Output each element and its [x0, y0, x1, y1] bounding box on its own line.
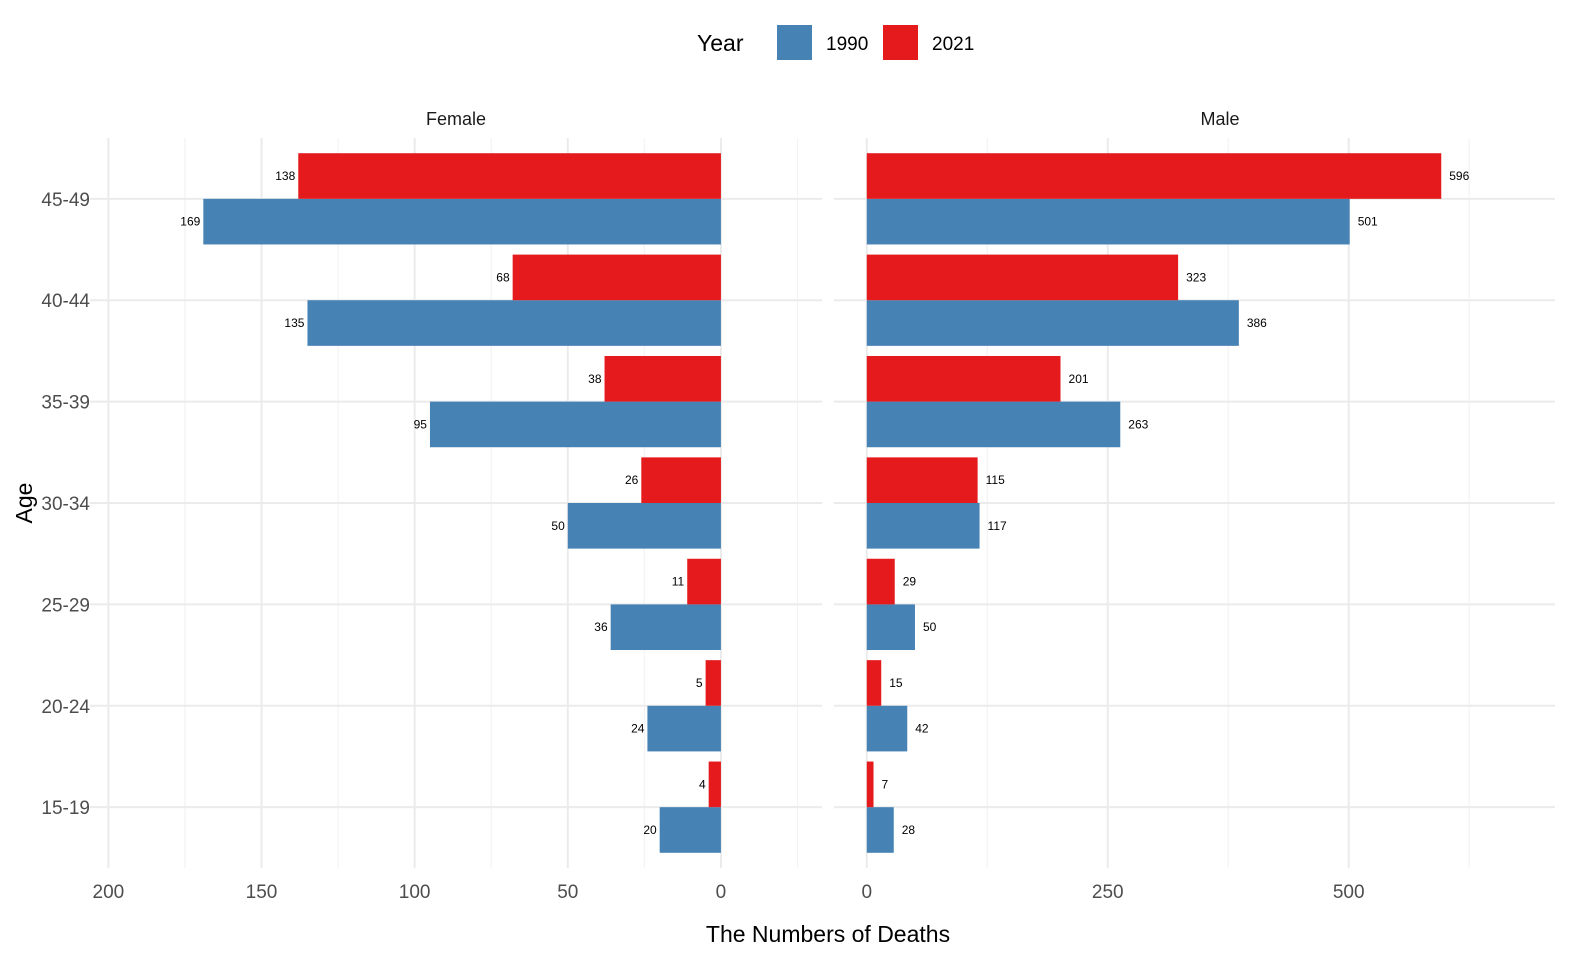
y-tick-label: 25-29	[41, 595, 90, 616]
panel-title-female: Female	[426, 109, 486, 129]
y-tick-label: 30-34	[41, 494, 90, 515]
data-label: 38	[588, 372, 602, 386]
bar-male-1990-45-49	[866, 198, 1350, 245]
bar-male-2021-30-34	[866, 457, 978, 503]
panel-male: 0 250 500 28 42 50 117 263 386 501 7 15 29 115 201 323 5…	[834, 138, 1555, 903]
bar-female-2021-40-44	[512, 254, 721, 301]
bar-male-2021-25-29	[866, 558, 895, 605]
data-label: 42	[915, 722, 929, 736]
bar-female-1990-40-44	[307, 300, 721, 346]
legend-swatch-1990	[777, 25, 812, 60]
bar-male-1990-15-19	[866, 807, 894, 853]
bar-female-1990-35-39	[429, 401, 721, 448]
bar-female-2021-15-19	[708, 761, 721, 808]
data-label: 596	[1449, 169, 1469, 183]
y-tick-label: 20-24	[41, 697, 90, 718]
data-label: 5	[696, 676, 703, 690]
x-tick-label: 200	[93, 882, 125, 903]
data-label: 36	[594, 620, 608, 634]
bar-female-2021-25-29	[687, 558, 721, 605]
data-label: 29	[903, 575, 917, 589]
y-axis-labels: 15-19 20-24 25-29 30-34 35-39 40-44 45-49	[41, 190, 90, 819]
bar-male-2021-15-19	[866, 761, 874, 808]
legend-title: Year	[697, 30, 744, 56]
y-tick-label: 45-49	[41, 190, 90, 211]
bar-female-2021-20-24	[705, 660, 721, 706]
bar-male-2021-45-49	[866, 153, 1442, 199]
data-label: 11	[672, 575, 685, 589]
x-tick-label: 100	[399, 882, 431, 903]
data-label: 323	[1186, 270, 1206, 284]
data-label: 501	[1358, 215, 1378, 229]
bar-male-1990-30-34	[866, 503, 980, 549]
bar-female-1990-25-29	[610, 604, 721, 651]
bar-female-2021-30-34	[641, 457, 721, 503]
legend: Year 1990 2021	[697, 25, 974, 60]
data-label: 68	[496, 270, 510, 284]
data-label: 50	[551, 519, 565, 533]
y-tick-label: 35-39	[41, 393, 90, 414]
bar-male-1990-40-44	[866, 300, 1239, 346]
data-label: 28	[902, 823, 916, 837]
data-label: 135	[284, 316, 304, 330]
data-label: 26	[625, 473, 639, 487]
data-label: 20	[643, 823, 657, 837]
data-label: 24	[631, 722, 645, 736]
data-label: 15	[889, 676, 903, 690]
bar-female-1990-45-49	[203, 198, 721, 245]
bar-male-1990-25-29	[866, 604, 915, 651]
legend-label-2021: 2021	[932, 34, 974, 55]
bar-female-2021-35-39	[604, 355, 721, 402]
x-tick-label: 0	[861, 882, 872, 903]
x-tick-label: 150	[246, 882, 278, 903]
data-label: 95	[414, 417, 428, 431]
bar-male-2021-20-24	[866, 660, 882, 706]
data-label: 4	[699, 777, 706, 791]
data-label: 115	[986, 473, 1005, 487]
legend-swatch-2021	[883, 25, 918, 60]
bar-male-2021-35-39	[866, 355, 1061, 402]
y-axis-title: Age	[11, 483, 37, 524]
panel-title-male: Male	[1200, 109, 1239, 129]
legend-label-1990: 1990	[826, 34, 868, 55]
bar-female-1990-15-19	[659, 807, 721, 853]
y-tick-label: 40-44	[41, 291, 90, 312]
data-label: 50	[923, 620, 937, 634]
data-label: 201	[1069, 372, 1089, 386]
data-label: 138	[275, 169, 295, 183]
bar-female-1990-30-34	[567, 503, 721, 549]
data-label: 117	[988, 519, 1007, 533]
bar-male-1990-35-39	[866, 401, 1121, 448]
x-tick-label: 500	[1333, 882, 1365, 903]
x-tick-label: 250	[1092, 882, 1124, 903]
data-label: 7	[882, 777, 889, 791]
bar-female-1990-20-24	[647, 705, 721, 752]
bar-male-2021-40-44	[866, 254, 1179, 301]
data-label: 169	[180, 215, 200, 229]
bar-female-2021-45-49	[298, 153, 721, 199]
panel-female: 200 150 100 50 0 20 24 36 50 95 135 169 4 5 11 26 38 68 13…	[90, 138, 822, 903]
y-tick-label: 15-19	[41, 798, 90, 819]
data-label: 263	[1128, 417, 1148, 431]
x-axis-title: The Numbers of Deaths	[706, 921, 950, 947]
x-tick-label: 0	[716, 882, 727, 903]
bar-male-1990-20-24	[866, 705, 908, 752]
data-label: 386	[1247, 316, 1267, 330]
x-tick-label: 50	[557, 882, 578, 903]
